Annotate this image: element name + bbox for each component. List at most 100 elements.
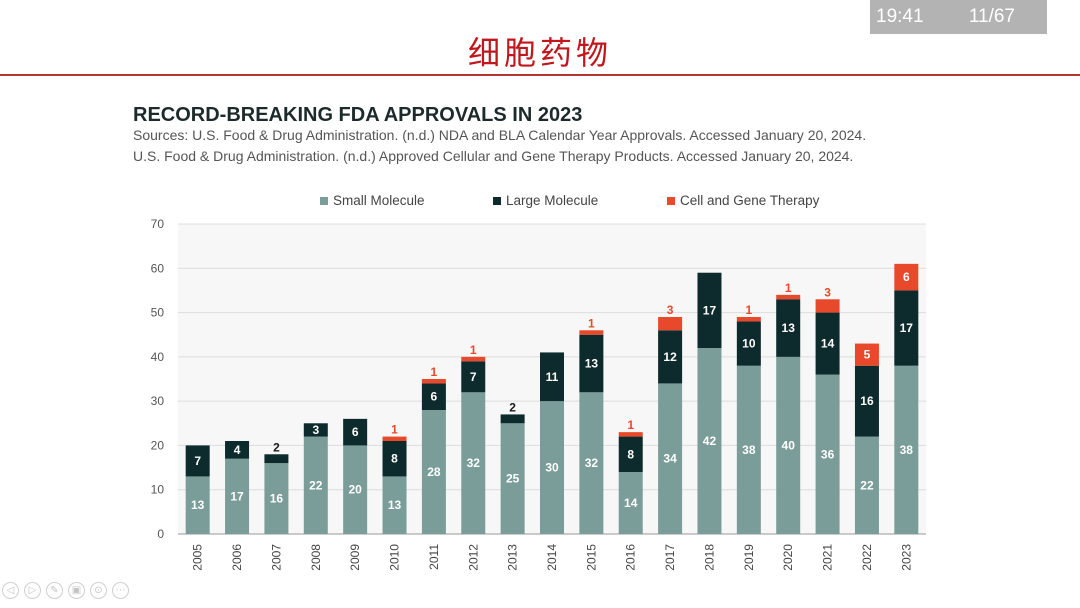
data-label-cgt-2021: 3: [824, 285, 831, 299]
x-tick-label: 2022: [860, 544, 874, 571]
x-tick-label: 2019: [742, 544, 756, 571]
data-label-cgt-2012: 1: [470, 343, 477, 357]
bar-large-2011: [421, 383, 446, 410]
data-label-cgt-2020: 1: [785, 281, 792, 295]
bar-cgt-2017: [658, 317, 683, 331]
x-tick-label: 2017: [663, 544, 677, 571]
slides-icon[interactable]: ▣: [68, 582, 85, 599]
bar-small-2007: [264, 463, 289, 534]
bar-small-2021: [815, 374, 840, 534]
data-label-small-2005: 13: [191, 498, 205, 512]
bar-large-2007: [264, 454, 289, 464]
bar-large-2005: [185, 445, 210, 477]
data-label-small-2006: 17: [230, 489, 244, 503]
x-tick-label: 2010: [388, 544, 402, 571]
bar-small-2015: [579, 392, 604, 534]
data-label-large-2021: 14: [821, 337, 835, 351]
bar-cgt-2011: [421, 379, 446, 384]
data-label-large-2022: 16: [860, 394, 874, 408]
data-label-cgt-2011: 1: [431, 365, 438, 379]
bar-large-2023: [894, 290, 919, 366]
data-label-small-2015: 32: [585, 456, 599, 470]
x-tick-label: 2006: [230, 544, 244, 571]
data-label-small-2017: 34: [663, 452, 677, 466]
bar-small-2016: [618, 472, 643, 534]
back-icon[interactable]: ◁: [2, 582, 19, 599]
bar-large-2014: [540, 352, 564, 402]
legend-swatch-large: [493, 196, 501, 205]
data-label-large-2019: 10: [742, 337, 756, 351]
bar-small-2023: [894, 365, 919, 534]
clock-time: 19:41: [876, 6, 924, 27]
bar-cgt-2016: [618, 432, 643, 437]
data-label-large-2016: 8: [627, 447, 634, 461]
legend-label-large: Large Molecule: [506, 193, 599, 208]
x-tick-label: 2005: [191, 544, 205, 571]
data-label-small-2021: 36: [821, 447, 835, 461]
bar-small-2005: [185, 476, 210, 534]
zoom-icon[interactable]: ⊙: [90, 582, 107, 599]
x-tick-label: 2018: [702, 544, 716, 571]
forward-icon[interactable]: ▷: [24, 582, 41, 599]
y-tick-label: 70: [151, 217, 165, 231]
bar-large-2017: [658, 330, 683, 384]
presentation-status-overlay: 19:41 11/67: [870, 0, 1047, 34]
bar-small-2013: [500, 423, 525, 534]
data-label-large-2011: 6: [431, 390, 438, 404]
data-label-small-2016: 14: [624, 496, 638, 510]
data-label-small-2018: 42: [703, 434, 717, 448]
data-label-cgt-2019: 1: [745, 303, 752, 317]
data-label-small-2020: 40: [782, 438, 796, 452]
data-label-small-2010: 13: [388, 498, 402, 512]
x-tick-label: 2008: [309, 544, 323, 571]
bar-small-2008: [303, 436, 328, 534]
y-tick-label: 10: [151, 483, 165, 497]
more-icon[interactable]: ⋯: [112, 582, 129, 599]
data-label-large-2010: 8: [391, 452, 398, 466]
bar-cgt-2020: [776, 294, 801, 300]
slide-title: 细胞药物: [467, 34, 612, 72]
bar-small-2018: [697, 348, 722, 534]
bar-cgt-2012: [461, 356, 486, 362]
data-label-small-2014: 30: [545, 461, 559, 475]
data-label-small-2013: 25: [506, 472, 520, 486]
x-tick-label: 2014: [545, 544, 559, 571]
bar-large-2020: [776, 299, 801, 357]
x-tick-label: 2021: [821, 544, 835, 571]
legend-label-cgt: Cell and Gene Therapy: [680, 193, 820, 208]
y-tick-label: 50: [151, 306, 165, 320]
bar-cgt-2019: [736, 317, 761, 322]
bar-large-2008: [303, 423, 328, 437]
bar-cgt-2023: [894, 263, 919, 291]
data-label-cgt-2017: 3: [667, 303, 674, 317]
pen-icon[interactable]: ✎: [46, 582, 63, 599]
data-label-cgt-2016: 1: [627, 418, 634, 432]
bar-large-2019: [736, 321, 761, 366]
bar-large-2015: [579, 334, 604, 393]
legend-cell-gene: Cell and Gene Therapy: [667, 193, 819, 208]
data-label-large-2006: 4: [234, 443, 241, 457]
data-label-cgt-2010: 1: [391, 423, 398, 437]
presentation-toolbar: ◁ ▷ ✎ ▣ ⊙ ⋯: [2, 582, 129, 599]
data-label-large-2007: 2: [273, 440, 280, 454]
bar-cgt-2021: [815, 299, 840, 313]
data-label-small-2007: 16: [270, 492, 284, 506]
slide-counter: 11/67: [968, 6, 1015, 27]
x-tick-label: 2020: [781, 544, 795, 571]
data-label-large-2013: 2: [509, 400, 516, 414]
data-label-cgt-2022: 5: [864, 348, 871, 362]
bar-large-2016: [618, 436, 643, 472]
bar-small-2022: [854, 436, 879, 534]
legend-label-small: Small Molecule: [333, 193, 425, 208]
y-tick-label: 30: [151, 394, 165, 408]
bar-large-2010: [382, 441, 407, 477]
bar-large-2013: [500, 414, 525, 424]
bar-small-2017: [658, 383, 683, 534]
bar-small-2009: [343, 445, 368, 534]
legend-swatch-small: [320, 196, 328, 205]
data-label-small-2012: 32: [467, 456, 481, 470]
x-tick-label: 2013: [506, 544, 520, 571]
data-label-small-2011: 28: [427, 465, 441, 479]
data-label-large-2023: 17: [900, 321, 914, 335]
